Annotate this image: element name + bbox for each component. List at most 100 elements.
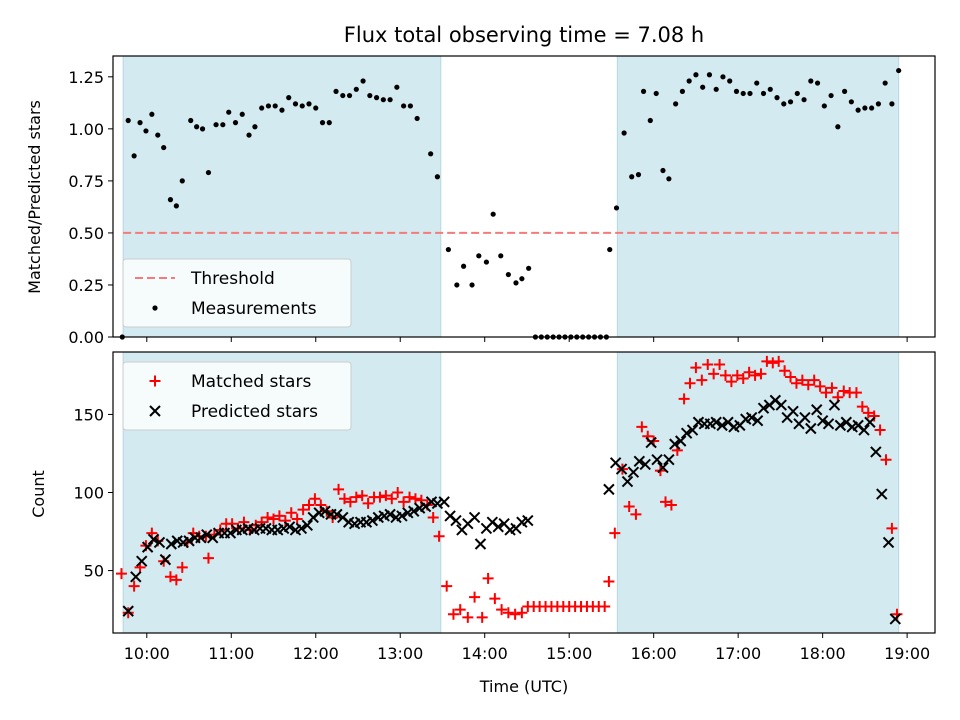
data-point — [607, 246, 613, 253]
x-tick-label: 14:00 — [462, 644, 508, 663]
data-point — [159, 553, 172, 566]
data-point — [640, 88, 647, 94]
data-point — [696, 374, 708, 386]
data-point — [434, 174, 441, 180]
data-point — [344, 496, 356, 508]
y-tick-label: 50 — [84, 562, 104, 581]
data-point — [195, 532, 207, 544]
data-point — [291, 513, 303, 525]
data-point — [313, 105, 319, 111]
data-point — [130, 571, 142, 583]
data-point — [380, 97, 386, 103]
data-point — [394, 84, 400, 90]
data-point — [802, 379, 814, 391]
data-point — [630, 508, 642, 520]
x-axis-label: Time (UTC) — [479, 677, 568, 696]
data-point — [482, 572, 494, 584]
legend-label: Predicted stars — [191, 402, 318, 422]
data-point — [896, 67, 902, 74]
data-point — [876, 488, 888, 500]
data-point — [639, 458, 651, 471]
data-point — [392, 487, 404, 498]
data-point — [835, 124, 841, 130]
top-panel-ratio: 0.00 0.25 0.50 0.75 1.00 1.25 Threshold Measure… — [68, 55, 936, 347]
data-point — [660, 496, 672, 508]
legend-box — [122, 361, 352, 431]
legend-marker-swatch — [149, 375, 161, 387]
data-point — [468, 511, 481, 524]
data-point — [303, 499, 315, 511]
data-point — [603, 575, 615, 587]
data-point — [708, 368, 720, 380]
x-tick-label: 12:00 — [293, 644, 339, 663]
data-point — [128, 580, 140, 592]
data-point — [838, 385, 850, 397]
data-point — [143, 128, 149, 134]
data-point — [319, 505, 331, 517]
legend-marker-swatch — [152, 305, 158, 311]
data-point — [431, 497, 444, 510]
data-point — [796, 374, 808, 386]
data-point — [125, 117, 131, 124]
data-point — [306, 101, 312, 107]
data-point — [476, 253, 482, 259]
data-point — [460, 263, 467, 269]
data-point — [386, 493, 398, 505]
data-point — [757, 402, 770, 414]
chart-title: Flux total observing time = 7.08 h — [344, 23, 704, 47]
data-point — [469, 282, 475, 288]
data-point — [755, 368, 767, 380]
observing-window-band — [616, 352, 900, 633]
legend-marker-swatch — [149, 405, 161, 417]
data-point — [286, 95, 292, 101]
data-point — [509, 608, 521, 620]
data-point — [415, 494, 427, 506]
data-point — [875, 101, 881, 107]
data-point — [167, 197, 174, 203]
data-point — [720, 74, 726, 80]
data-point — [408, 505, 420, 517]
data-point — [731, 369, 743, 381]
data-point — [164, 571, 176, 583]
data-point — [362, 497, 374, 509]
data-point — [513, 280, 519, 286]
data-point — [224, 527, 237, 539]
data-point — [374, 491, 386, 503]
data-point — [880, 454, 892, 466]
data-point — [319, 120, 326, 126]
data-point — [882, 536, 895, 549]
data-point — [153, 536, 166, 549]
data-point — [787, 99, 794, 105]
data-point — [404, 491, 416, 503]
data-point — [188, 117, 194, 124]
data-point — [814, 380, 826, 392]
y-tick-label: 0.00 — [68, 328, 104, 347]
data-point — [779, 365, 791, 377]
data-point — [808, 78, 814, 84]
data-point — [754, 80, 760, 86]
data-point — [333, 88, 339, 94]
data-point — [176, 561, 188, 573]
data-point — [679, 88, 686, 94]
data-point — [657, 461, 669, 474]
data-point — [315, 499, 327, 511]
data-point — [745, 411, 758, 424]
legend: Matched stars Predicted stars — [122, 361, 352, 431]
data-point — [794, 90, 800, 97]
data-point — [427, 511, 439, 523]
data-point — [338, 493, 350, 505]
data-point — [476, 611, 488, 623]
data-point — [202, 552, 214, 564]
data-point — [326, 120, 332, 126]
data-point — [665, 499, 677, 511]
data-point — [673, 101, 679, 107]
data-point — [350, 491, 362, 503]
data-point — [858, 424, 870, 436]
data-point — [820, 387, 832, 399]
data-point — [147, 533, 160, 546]
data-point — [246, 132, 252, 138]
data-point — [599, 600, 611, 612]
data-point — [684, 377, 696, 389]
x-tick-label: 17:00 — [715, 644, 761, 663]
data-point — [297, 504, 309, 516]
